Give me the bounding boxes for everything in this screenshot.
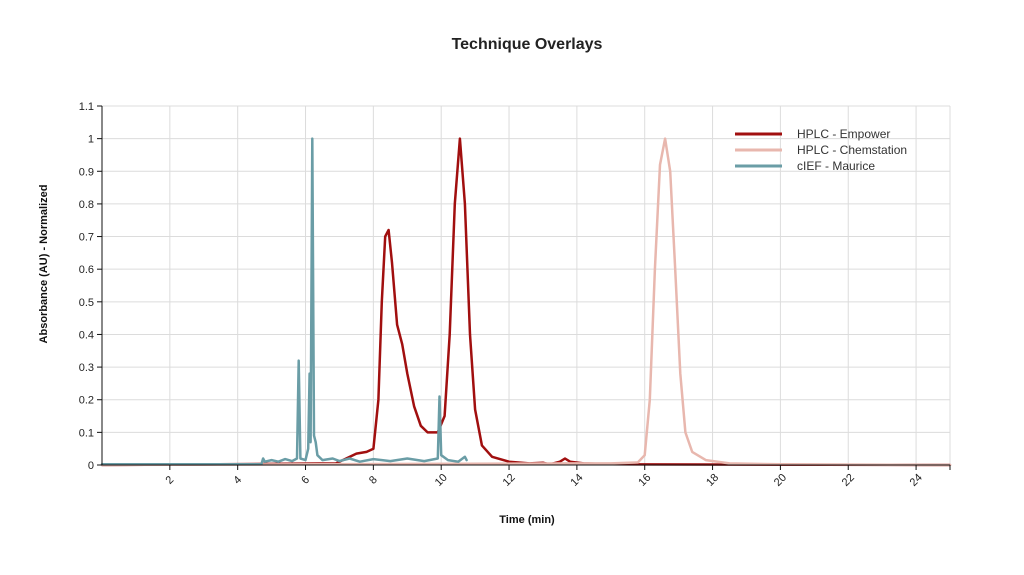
y-tick-label: 0.9 — [79, 166, 94, 178]
y-tick-label: 0.5 — [79, 297, 94, 309]
chart-title: Technique Overlays — [452, 36, 603, 53]
legend-label-1: HPLC - Empower — [797, 127, 890, 141]
y-axis-label: Absorbance (AU) - Normalized — [38, 185, 50, 344]
x-tick-label: 14 — [568, 472, 585, 489]
y-tick-label: 0.1 — [79, 427, 94, 439]
series-layer — [100, 137, 952, 467]
x-tick-label: 20 — [772, 472, 789, 489]
x-tick-label: 2 — [164, 474, 177, 487]
y-tick-label: 0 — [88, 460, 94, 472]
y-tick-label: 0.4 — [79, 329, 94, 341]
legend-label-3: cIEF - Maurice — [797, 159, 875, 173]
legend-label-2: HPLC - Chemstation — [797, 143, 907, 157]
series-line-3 — [100, 137, 468, 466]
axes — [101, 106, 951, 470]
x-tick-label: 24 — [908, 472, 925, 489]
x-tick-label: 16 — [636, 472, 653, 489]
x-tick-label: 10 — [433, 472, 450, 489]
x-tick-label: 4 — [231, 474, 244, 487]
y-tick-label: 0.3 — [79, 362, 94, 374]
y-tick-label: 1.1 — [79, 101, 94, 113]
series-line-2 — [100, 137, 952, 467]
x-axis-label: Time (min) — [499, 514, 555, 526]
x-tick-label: 6 — [299, 474, 312, 487]
legend: HPLC - Empower HPLC - Chemstation cIEF - M… — [735, 127, 907, 173]
y-tick-label: 0.2 — [79, 395, 94, 407]
x-tick-label: 12 — [501, 472, 518, 489]
y-tick-label: 0.7 — [79, 232, 94, 244]
grid — [102, 105, 951, 465]
x-tick-label: 8 — [367, 474, 380, 487]
y-tick-label: 0.8 — [79, 199, 94, 211]
x-tick-label: 22 — [840, 472, 857, 489]
y-tick-label: 0.6 — [79, 264, 94, 276]
x-tick-label: 18 — [704, 472, 721, 489]
y-tick-label: 1 — [88, 134, 94, 146]
